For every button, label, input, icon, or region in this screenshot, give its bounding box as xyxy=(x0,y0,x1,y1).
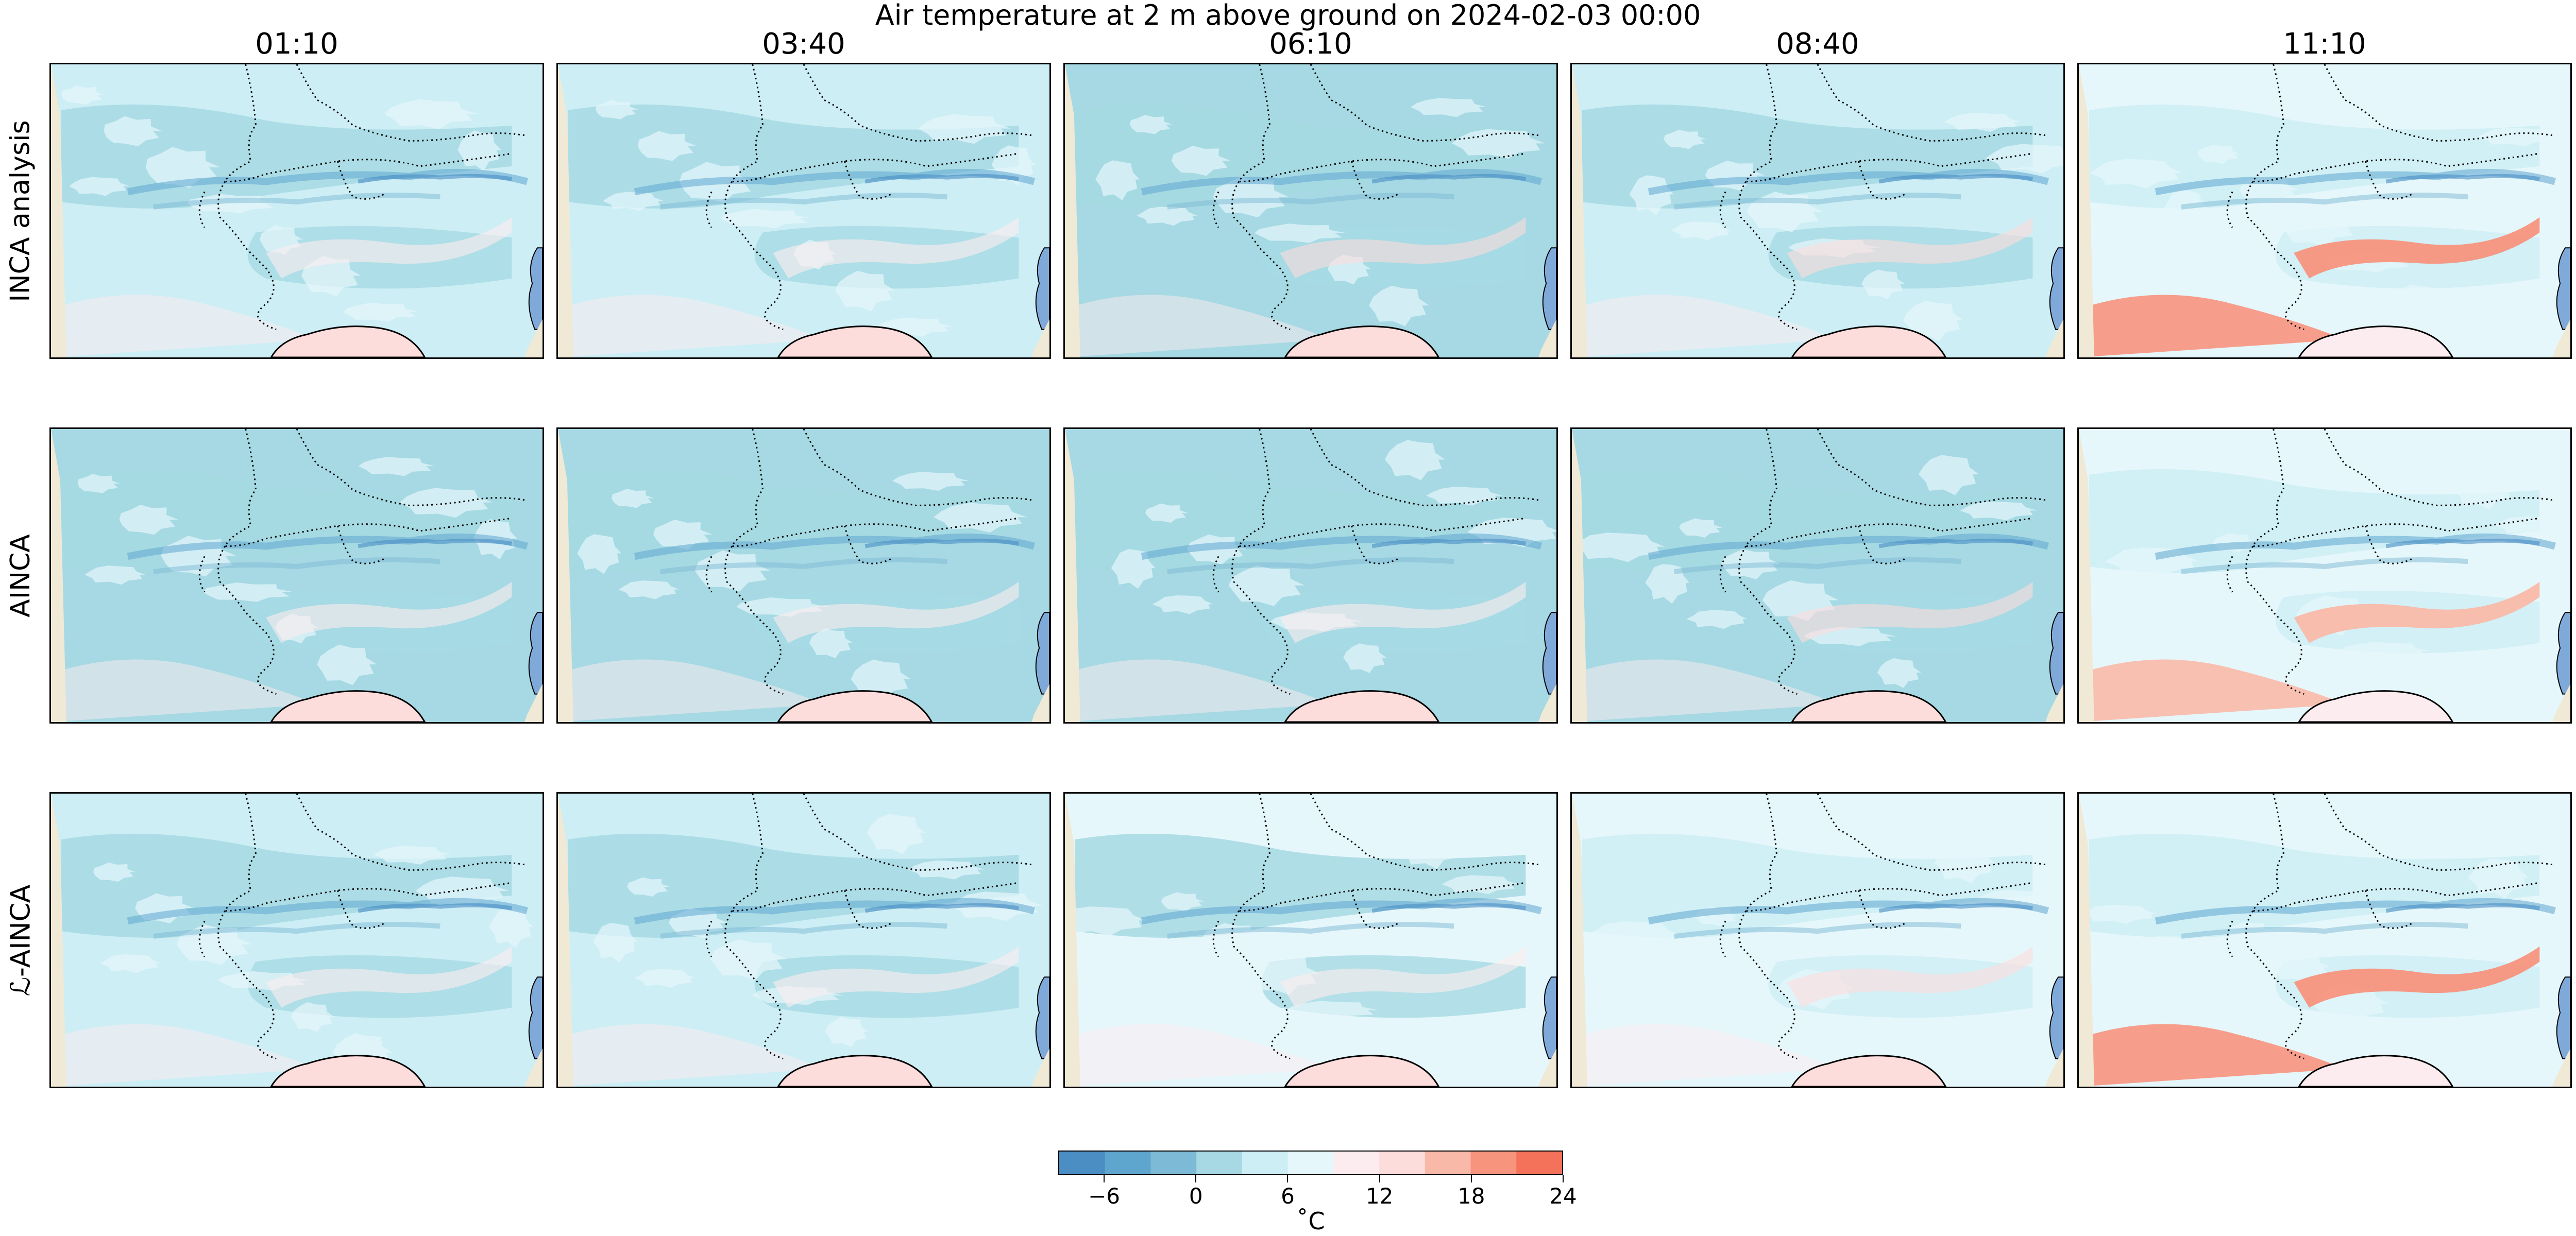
temperature-map xyxy=(1572,429,2063,722)
map-panel xyxy=(556,63,1051,359)
colorbar-segment xyxy=(1196,1152,1243,1174)
colorbar-segment xyxy=(1516,1152,1562,1174)
temperature-map xyxy=(51,429,543,722)
column-title-4: 08:40 xyxy=(1776,27,1859,61)
temperature-map xyxy=(558,429,1049,722)
colorbar-segment xyxy=(1105,1152,1151,1174)
colorbar-segment xyxy=(1425,1152,1471,1174)
temperature-map xyxy=(558,794,1049,1087)
map-panel xyxy=(1570,427,2065,724)
colorbar-segment xyxy=(1333,1152,1380,1174)
colorbar-tick-label: −6 xyxy=(1088,1183,1121,1209)
colorbar-segment xyxy=(1470,1152,1517,1174)
colorbar-unit-label: ˚C xyxy=(1296,1207,1325,1235)
colorbar-tick xyxy=(1563,1175,1564,1182)
colorbar-tick-label: 6 xyxy=(1281,1183,1295,1209)
colorbar-segment xyxy=(1242,1152,1289,1174)
colorbar-ticks: −6 0 6 12 18 24 xyxy=(1058,1175,1577,1211)
temperature-map xyxy=(1572,794,2063,1087)
temperature-map xyxy=(558,64,1049,357)
temperature-map xyxy=(2079,794,2570,1087)
temperature-map xyxy=(1572,64,2063,357)
colorbar-tick xyxy=(1287,1175,1289,1182)
map-panel xyxy=(1570,792,2065,1088)
colorbar-segment xyxy=(1379,1152,1426,1174)
colorbar-segment xyxy=(1287,1152,1334,1174)
colorbar-tick-label: 12 xyxy=(1365,1183,1394,1209)
map-panel xyxy=(1063,792,1558,1088)
temperature-map xyxy=(2079,64,2570,357)
temperature-map xyxy=(1065,64,1556,357)
map-panel xyxy=(556,427,1051,724)
figure-title: Air temperature at 2 m above ground on 2… xyxy=(875,0,1701,31)
row-label-l-ainca: ℒ-AINCA xyxy=(5,884,37,996)
colorbar-tick xyxy=(1195,1175,1197,1182)
map-panel xyxy=(49,63,544,359)
colorbar-tick-label: 0 xyxy=(1189,1183,1203,1209)
map-panel xyxy=(2077,63,2572,359)
colorbar xyxy=(1058,1151,1563,1175)
column-title-2: 03:40 xyxy=(762,27,845,61)
column-title-5: 11:10 xyxy=(2283,27,2366,61)
map-panel xyxy=(49,427,544,724)
temperature-map xyxy=(51,64,543,357)
temperature-map xyxy=(1065,794,1556,1087)
map-panel xyxy=(1570,63,2065,359)
colorbar-tick-label: 24 xyxy=(1549,1183,1577,1209)
map-panel xyxy=(2077,792,2572,1088)
map-panel xyxy=(1063,63,1558,359)
colorbar-tick xyxy=(1470,1175,1472,1182)
temperature-map xyxy=(1065,429,1556,722)
map-panel xyxy=(2077,427,2572,724)
colorbar-tick-label: 18 xyxy=(1458,1183,1485,1209)
colorbar-tick xyxy=(1379,1175,1380,1182)
column-title-3: 06:10 xyxy=(1269,27,1352,61)
row-label-ainca: AINCA xyxy=(5,534,36,617)
temperature-map xyxy=(2079,429,2570,722)
colorbar-segment xyxy=(1059,1152,1106,1174)
column-title-1: 01:10 xyxy=(255,27,338,61)
map-panel xyxy=(556,792,1051,1088)
map-panel xyxy=(49,792,544,1088)
colorbar-segment xyxy=(1150,1152,1197,1174)
row-label-inca-analysis: INCA analysis xyxy=(5,119,36,302)
map-panel xyxy=(1063,427,1558,724)
colorbar-tick xyxy=(1104,1175,1105,1182)
temperature-map xyxy=(51,794,543,1087)
